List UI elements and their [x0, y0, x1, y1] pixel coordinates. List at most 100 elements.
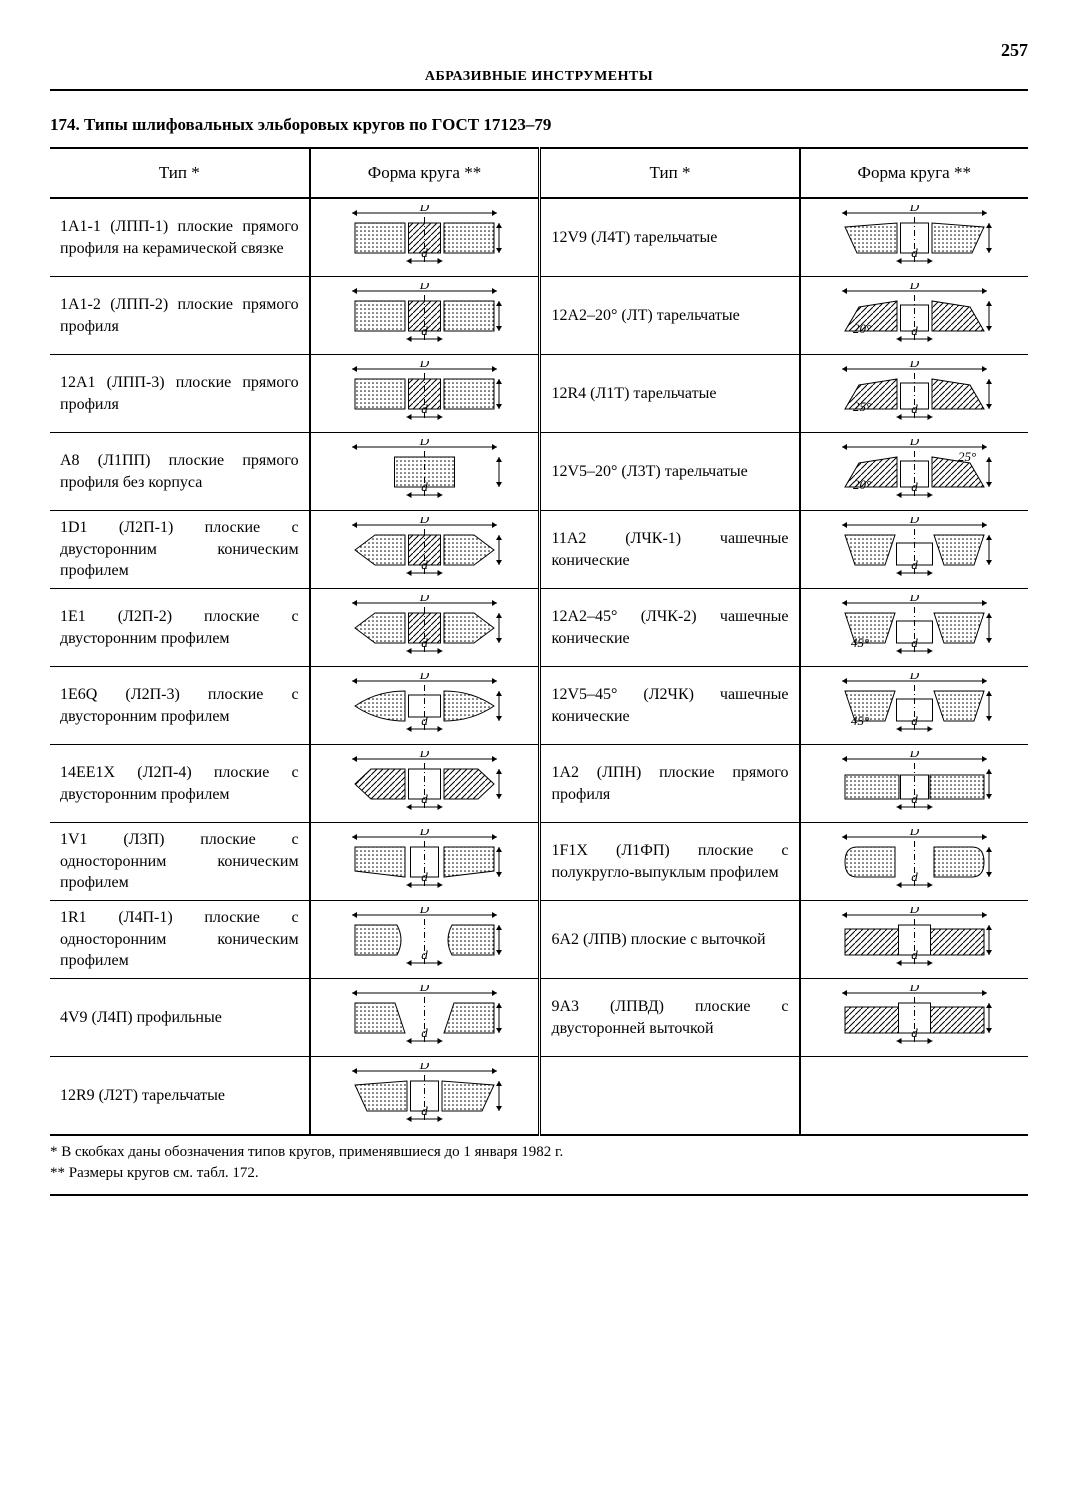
wheel-diagram: D 25° d — [837, 361, 992, 421]
type-desc — [540, 1057, 800, 1136]
svg-text:D: D — [419, 517, 430, 526]
svg-text:d: d — [421, 947, 428, 962]
shape-fig: D d — [310, 277, 540, 355]
type-desc: 11A2 (ЛЧК-1) чашечные конические — [540, 511, 800, 589]
shape-fig: D20°25° d — [800, 433, 1028, 511]
wheel-diagram: D d — [347, 517, 502, 577]
shape-fig: D45° d — [800, 589, 1028, 667]
svg-text:d: d — [911, 947, 918, 962]
shape-fig: D 25° d — [800, 355, 1028, 433]
svg-text:d: d — [911, 245, 918, 260]
type-desc: 12A1 (ЛПП-3) плоские прямого профиля — [50, 355, 310, 433]
svg-text:d: d — [911, 791, 918, 806]
type-desc: 12V5–20° (Л3Т) тарельчатые — [540, 433, 800, 511]
type-desc: 12A2–45° (ЛЧК-2) чашечные конические — [540, 589, 800, 667]
shape-fig: D d — [310, 979, 540, 1057]
wheel-diagram: D d — [347, 673, 502, 733]
svg-text:d: d — [421, 401, 428, 416]
wheel-diagram: D45° d — [837, 595, 992, 655]
wheel-diagram: D45° d — [837, 673, 992, 733]
shape-fig: D d — [800, 745, 1028, 823]
footnotes: * В скобках даны обозначения типов круго… — [50, 1142, 1028, 1184]
shape-fig: D d — [310, 823, 540, 901]
th-type-1: Тип * — [50, 148, 310, 198]
svg-text:45°: 45° — [851, 713, 869, 728]
shape-fig: D d — [310, 198, 540, 277]
shape-fig: D d — [310, 745, 540, 823]
svg-text:d: d — [421, 791, 428, 806]
wheel-diagram: D d — [837, 205, 992, 265]
type-desc: 1A1-2 (ЛПП-2) плоские прямого профиля — [50, 277, 310, 355]
wheel-diagram: D d — [837, 751, 992, 811]
shape-fig: D45° d — [800, 667, 1028, 745]
th-type-2: Тип * — [540, 148, 800, 198]
svg-text:D: D — [419, 751, 430, 760]
type-desc: 1E6Q (Л2П-3) плоские с двусторонним проф… — [50, 667, 310, 745]
table-title: 174. Типы шлифовальных эльборовых кругов… — [50, 115, 1028, 135]
wheel-diagram: D d — [347, 283, 502, 343]
wheel-diagram: D d — [347, 907, 502, 967]
wheel-diagram: D d — [347, 205, 502, 265]
wheel-diagram: D d — [837, 829, 992, 889]
svg-text:D: D — [909, 673, 920, 682]
svg-text:D: D — [909, 205, 920, 214]
svg-text:D: D — [419, 361, 430, 370]
wheel-diagram: D 20° d — [837, 283, 992, 343]
shape-fig — [800, 1057, 1028, 1136]
shape-fig: D d — [800, 901, 1028, 979]
type-desc: 12R4 (Л1Т) тарельчатые — [540, 355, 800, 433]
shape-fig: D d — [800, 979, 1028, 1057]
svg-text:D: D — [419, 985, 430, 994]
svg-text:d: d — [421, 323, 428, 338]
shape-fig: D d — [800, 823, 1028, 901]
svg-text:d: d — [421, 245, 428, 260]
th-shape-2: Форма круга ** — [800, 148, 1028, 198]
wheel-diagram: D d — [347, 751, 502, 811]
svg-text:d: d — [421, 869, 428, 884]
svg-text:d: d — [911, 557, 918, 572]
type-desc: 12V9 (Л4Т) тарельчатые — [540, 198, 800, 277]
svg-text:d: d — [421, 1103, 428, 1118]
svg-text:d: d — [911, 401, 918, 416]
running-header: АБРАЗИВНЫЕ ИНСТРУМЕНТЫ — [50, 69, 1028, 91]
type-desc: 1E1 (Л2П-2) плоские с двусторонним профи… — [50, 589, 310, 667]
svg-text:D: D — [909, 751, 920, 760]
svg-text:d: d — [911, 635, 918, 650]
shape-fig: D d — [800, 198, 1028, 277]
shape-fig: D d — [310, 511, 540, 589]
type-desc: 1F1X (Л1ФП) плоские с полукругло-выпуклы… — [540, 823, 800, 901]
bottom-rule — [50, 1194, 1028, 1196]
svg-text:d: d — [911, 323, 918, 338]
type-desc: 6A2 (ЛПВ) плоские с выточкой — [540, 901, 800, 979]
svg-text:d: d — [421, 635, 428, 650]
svg-text:D: D — [419, 439, 430, 448]
svg-text:d: d — [911, 1025, 918, 1040]
shape-fig: D d — [310, 1057, 540, 1136]
svg-text:25°: 25° — [853, 399, 871, 414]
type-desc: 4V9 (Л4П) профильные — [50, 979, 310, 1057]
svg-text:20°: 20° — [853, 321, 871, 336]
type-desc: A8 (Л1ПП) плоские прямого профиля без ко… — [50, 433, 310, 511]
svg-text:d: d — [421, 713, 428, 728]
wheel-diagram: D d — [347, 595, 502, 655]
shape-fig: D 20° d — [800, 277, 1028, 355]
svg-text:d: d — [421, 1025, 428, 1040]
svg-text:D: D — [909, 985, 920, 994]
shape-fig: D d — [310, 901, 540, 979]
type-desc: 12V5–45° (Л2ЧК) чашечные конические — [540, 667, 800, 745]
svg-text:D: D — [419, 829, 430, 838]
shape-fig: D d — [310, 589, 540, 667]
svg-text:D: D — [909, 283, 920, 292]
svg-text:D: D — [909, 361, 920, 370]
svg-text:d: d — [421, 557, 428, 572]
type-desc: 1A2 (ЛПН) плоские прямого профиля — [540, 745, 800, 823]
type-desc: 12R9 (Л2Т) тарельчатые — [50, 1057, 310, 1136]
wheel-diagram: D d — [347, 985, 502, 1045]
wheel-diagram: D d — [837, 985, 992, 1045]
type-desc: 14EE1X (Л2П-4) плоские с двусторонним пр… — [50, 745, 310, 823]
wheel-diagram: D d — [347, 829, 502, 889]
wheel-diagram: D d — [347, 361, 502, 421]
svg-text:d: d — [911, 479, 918, 494]
shape-fig: D d — [310, 667, 540, 745]
type-desc: 1D1 (Л2П-1) плоские с двусторонним конич… — [50, 511, 310, 589]
